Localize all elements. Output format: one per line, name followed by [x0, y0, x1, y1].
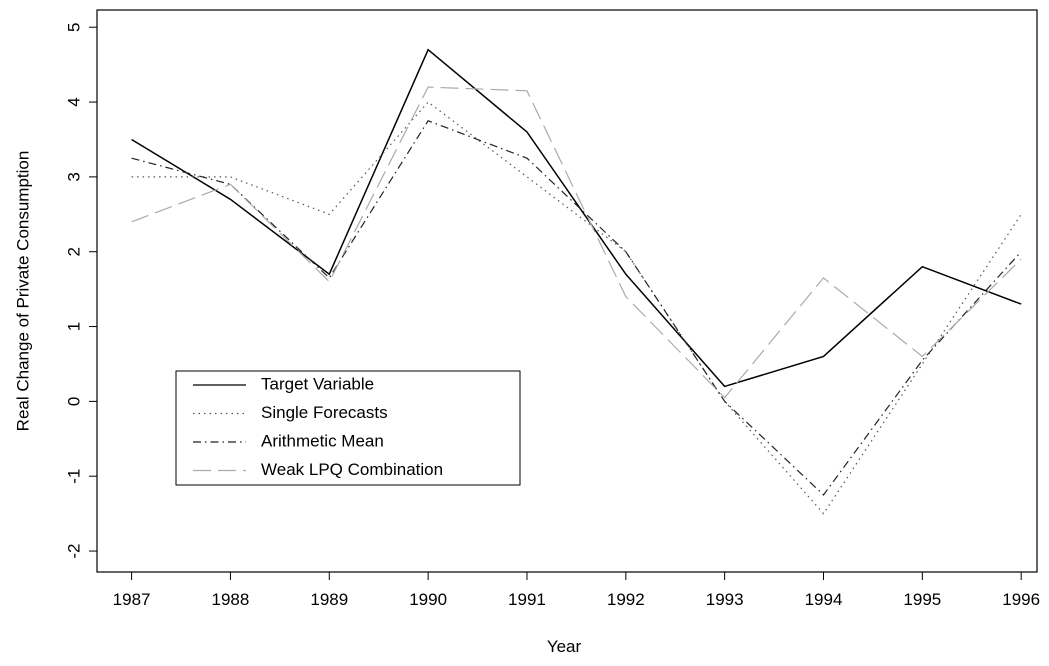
legend-label: Single Forecasts	[261, 403, 388, 422]
x-tick-label: 1990	[409, 590, 447, 609]
series-line	[131, 86, 1022, 399]
legend-label: Arithmetic Mean	[261, 431, 384, 450]
y-tick-label: 1	[64, 322, 83, 331]
x-tick-label: 1992	[607, 590, 645, 609]
x-axis-label: Year	[547, 637, 582, 656]
y-tick-label: 3	[64, 172, 83, 181]
y-axis-label: Real Change of Private Consumption	[13, 151, 32, 432]
x-tick-label: 1993	[706, 590, 744, 609]
legend-label: Target Variable	[261, 374, 374, 393]
series-line	[131, 101, 1022, 515]
series-line	[131, 120, 1022, 496]
x-tick-label: 1989	[310, 590, 348, 609]
x-tick-label: 1988	[212, 590, 250, 609]
y-tick-label: -1	[64, 469, 83, 484]
plot-frame	[96, 9, 1038, 573]
x-tick-label: 1994	[805, 590, 843, 609]
x-tick-label: 1996	[1002, 590, 1040, 609]
legend-box	[175, 370, 521, 486]
y-tick-label: 5	[64, 22, 83, 31]
y-tick-label: -2	[64, 543, 83, 558]
x-tick-label: 1987	[113, 590, 151, 609]
y-tick-label: 2	[64, 247, 83, 256]
x-tick-label: 1991	[508, 590, 546, 609]
x-tick-label: 1995	[903, 590, 941, 609]
series-line	[131, 48, 1022, 388]
y-tick-label: 0	[64, 397, 83, 406]
legend-label: Weak LPQ Combination	[261, 460, 443, 479]
y-tick-label: 4	[64, 97, 83, 106]
